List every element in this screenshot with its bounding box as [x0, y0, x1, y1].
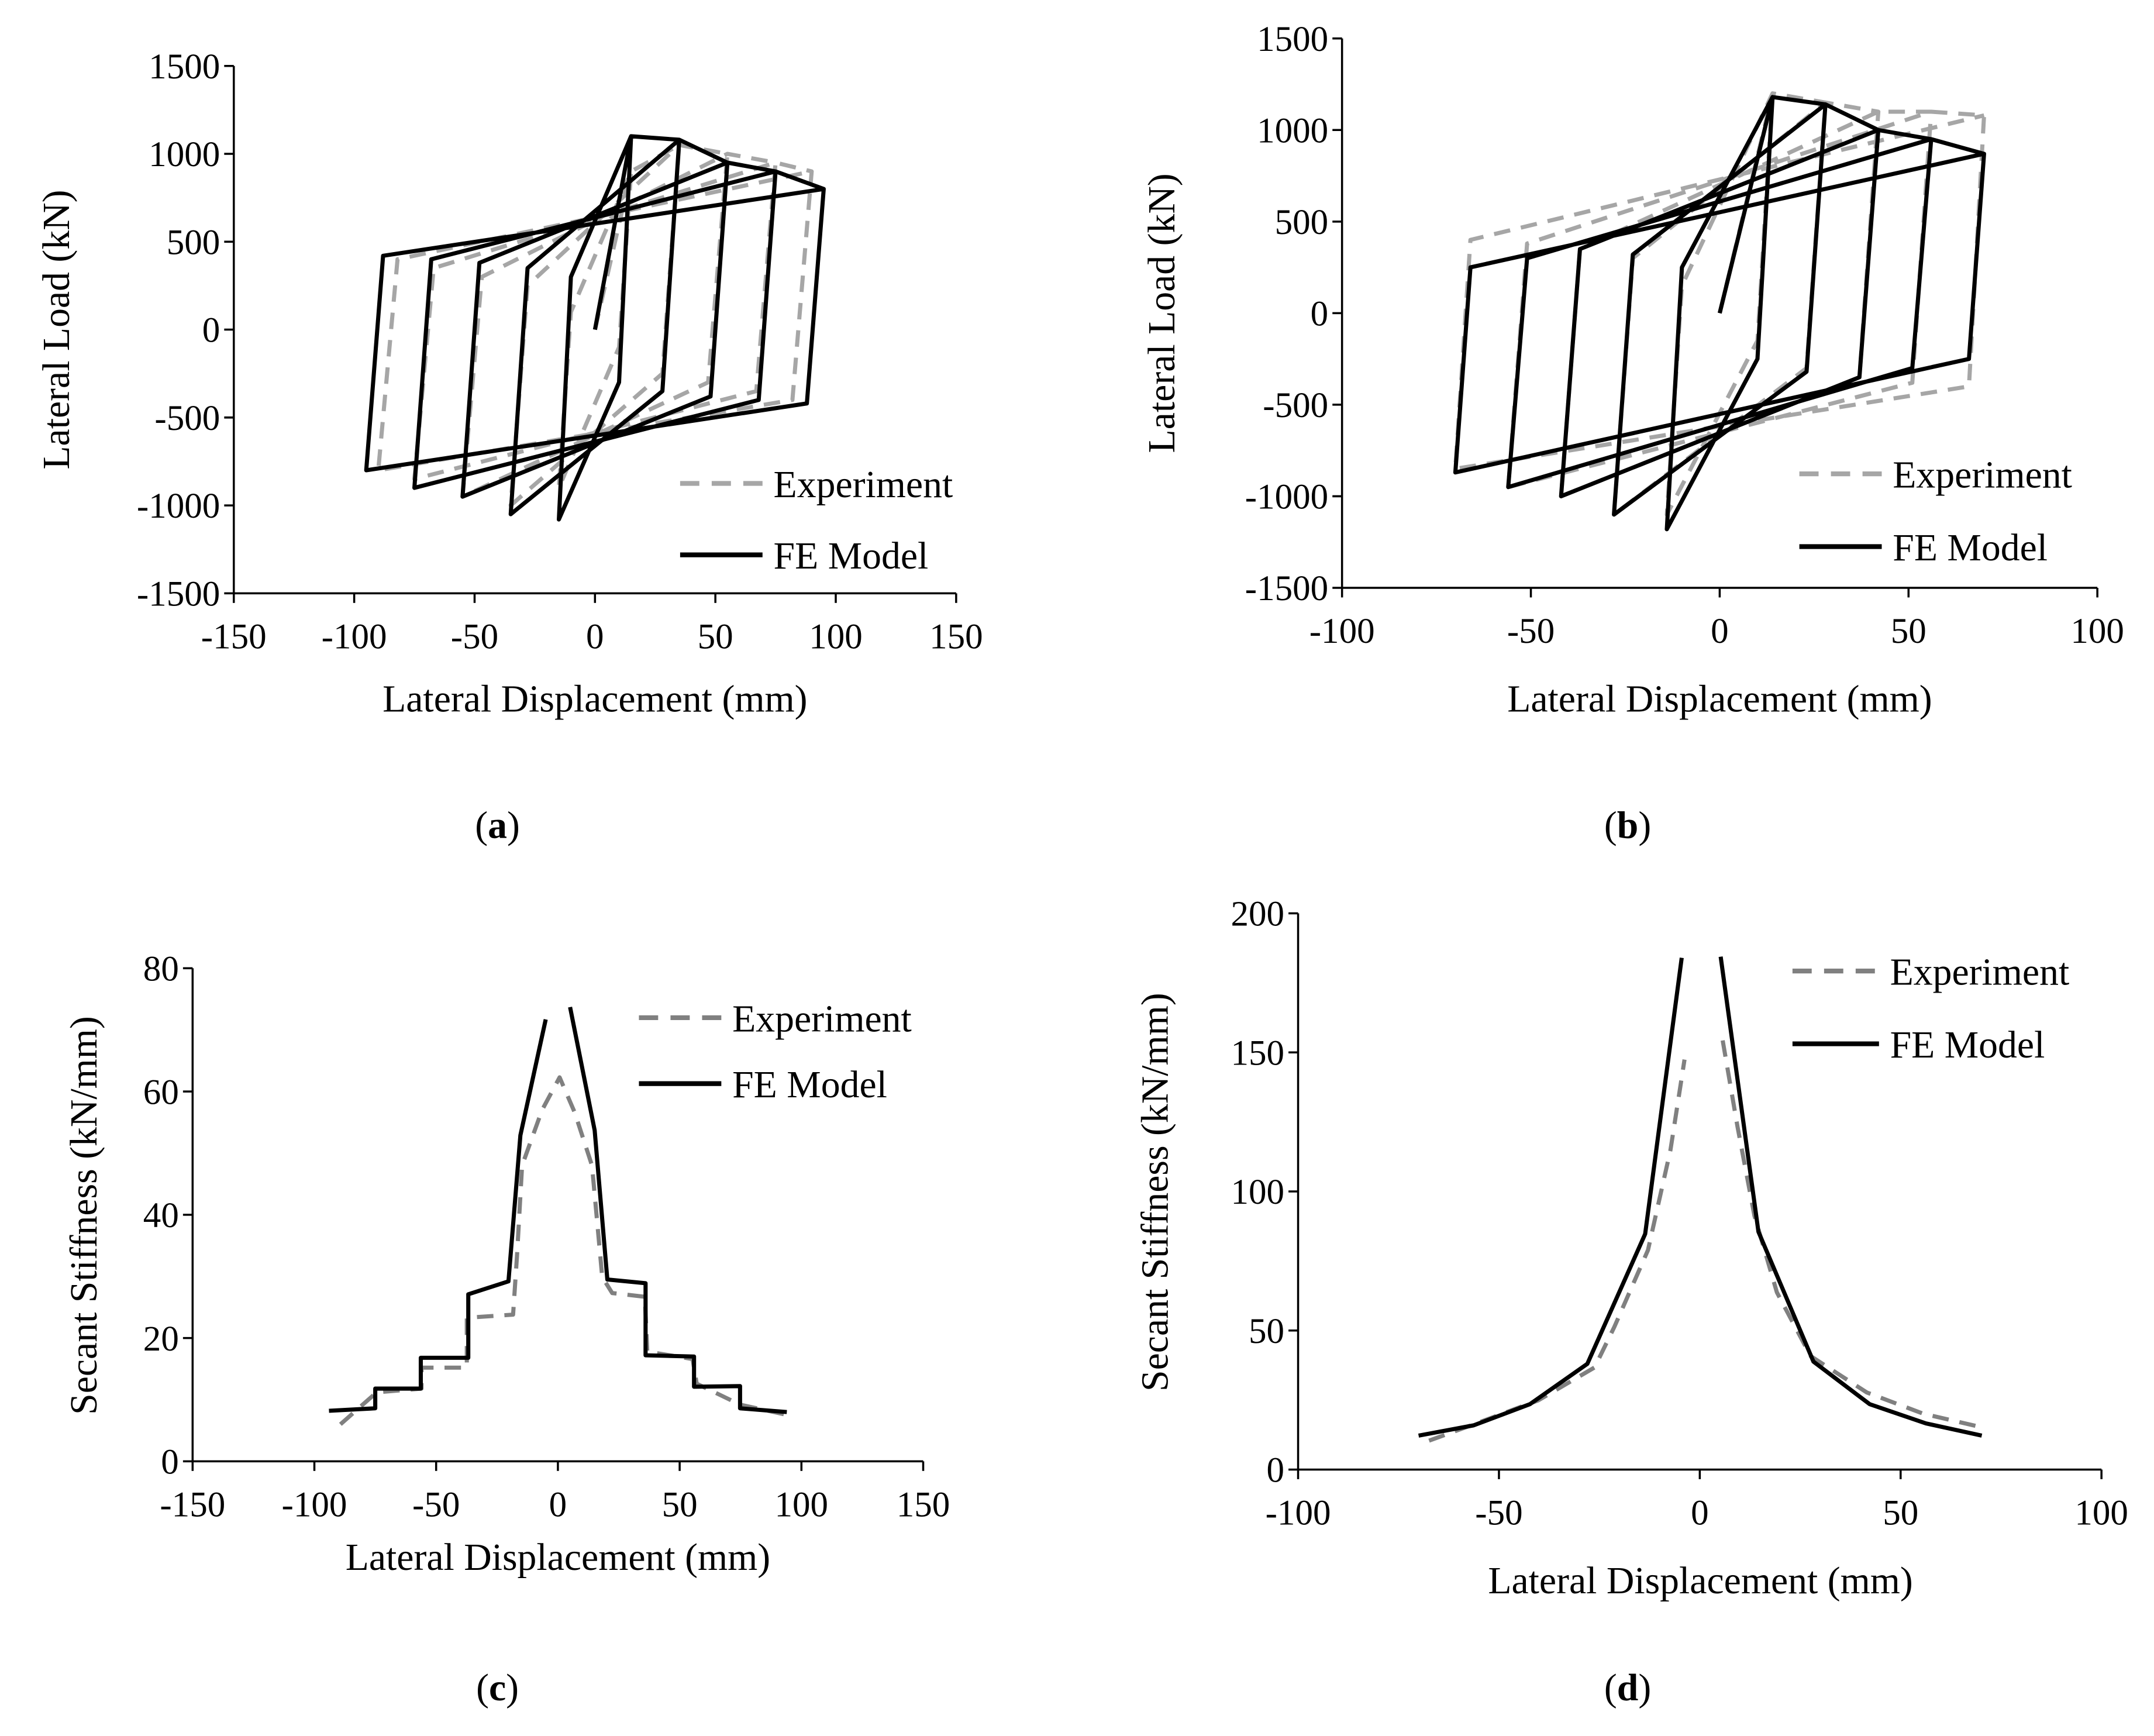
- series-line-experiment: [339, 1075, 788, 1426]
- x-tick-label: 0: [1691, 1493, 1709, 1532]
- series-line-experiment: [1721, 1040, 1983, 1430]
- y-tick-label: -500: [154, 399, 220, 438]
- x-axis-label: Lateral Displacement (mm): [346, 1536, 770, 1579]
- y-tick-label: 500: [1275, 203, 1329, 242]
- y-tick-label: 0: [202, 311, 220, 350]
- x-axis-label: Lateral Displacement (mm): [1507, 677, 1932, 720]
- panel-caption: (a): [475, 804, 520, 846]
- x-tick-label: -150: [160, 1485, 225, 1524]
- x-tick-label: 50: [662, 1485, 698, 1524]
- x-tick-label: 50: [1883, 1493, 1918, 1532]
- series-line-fe-model: [1453, 95, 1986, 532]
- y-tick-label: 500: [167, 223, 220, 262]
- y-tick-label: 0: [1311, 294, 1329, 333]
- y-tick-label: 1500: [149, 47, 220, 87]
- panel-letter: d: [1617, 1666, 1639, 1709]
- x-tick-label: -100: [1266, 1493, 1331, 1532]
- panel-caption: (c): [476, 1666, 519, 1709]
- x-tick-label: 50: [698, 617, 733, 656]
- series-line-fe-model: [568, 1007, 787, 1414]
- legend-label: Experiment: [1893, 454, 2072, 497]
- y-tick-label: 1500: [1257, 20, 1328, 59]
- legend-label: FE Model: [1893, 526, 2048, 569]
- legend-label: Experiment: [1890, 951, 2070, 994]
- y-tick-label: 150: [1231, 1034, 1284, 1073]
- x-tick-label: -100: [1309, 612, 1375, 651]
- x-tick-label: 100: [775, 1485, 829, 1524]
- x-tick-label: -50: [1475, 1493, 1522, 1532]
- panel-letter: a: [488, 804, 507, 846]
- x-tick-label: 100: [2070, 612, 2124, 651]
- legend-label: Experiment: [732, 997, 912, 1040]
- y-tick-label: 40: [143, 1196, 179, 1235]
- legend-label: Experiment: [774, 463, 953, 506]
- series-line-fe-model: [364, 134, 826, 522]
- y-axis-label: Secant Stiffness (kN/mm): [1133, 993, 1176, 1391]
- x-tick-label: 100: [2074, 1493, 2128, 1532]
- y-tick-label: 80: [143, 950, 179, 989]
- x-tick-label: 150: [929, 617, 983, 656]
- panel-letter: b: [1617, 804, 1639, 846]
- x-tick-label: 50: [1891, 612, 1926, 651]
- y-tick-label: 1000: [1257, 111, 1328, 150]
- panel-c: 0 20 40 60 80 -150 -100 -50 0 50 100 150 Lateral Dis…: [63, 950, 950, 1709]
- x-tick-label: 100: [809, 617, 863, 656]
- panel-d: 0 50 100 150 200 -100 -50 0 50 100 Lateral Displac…: [1133, 895, 2128, 1709]
- y-tick-label: -1000: [1245, 478, 1328, 517]
- legend-label: FE Model: [1890, 1024, 2045, 1066]
- series-line-fe-model: [329, 1019, 548, 1413]
- x-tick-label: -100: [282, 1485, 347, 1524]
- panel-caption: (d): [1604, 1666, 1651, 1709]
- x-tick-label: 0: [1711, 612, 1729, 651]
- y-tick-label: -500: [1263, 386, 1328, 425]
- panel-letter: c: [489, 1666, 506, 1709]
- x-tick-label: 0: [586, 617, 604, 656]
- x-tick-label: -150: [201, 617, 267, 656]
- y-tick-label: 200: [1231, 895, 1284, 934]
- legend-label: FE Model: [774, 535, 929, 577]
- y-tick-label: 20: [143, 1320, 179, 1359]
- x-tick-label: -50: [412, 1485, 460, 1524]
- x-tick-label: -50: [451, 617, 498, 656]
- y-tick-label: 0: [161, 1443, 179, 1482]
- y-tick-label: 50: [1249, 1312, 1284, 1351]
- panel-caption: (b): [1604, 804, 1651, 846]
- y-axis-label: Lateral Load (kN): [1140, 173, 1183, 453]
- x-axis-label: Lateral Displacement (mm): [1488, 1559, 1912, 1602]
- y-tick-label: -1500: [137, 575, 220, 614]
- y-tick-label: 60: [143, 1073, 179, 1112]
- y-tick-label: 100: [1231, 1173, 1284, 1212]
- y-axis-label: Lateral Load (kN): [35, 190, 78, 469]
- series-line-fe-model: [1418, 957, 1684, 1438]
- y-tick-label: 0: [1267, 1451, 1285, 1490]
- x-tick-label: -50: [1507, 612, 1555, 651]
- y-tick-label: 1000: [149, 135, 220, 174]
- y-tick-label: -1500: [1245, 569, 1328, 608]
- x-axis-label: Lateral Displacement (mm): [382, 677, 807, 720]
- y-tick-label: -1000: [137, 487, 220, 526]
- x-tick-label: -100: [322, 617, 387, 656]
- y-axis-label: Secant Stiffness (kN/mm): [63, 1016, 105, 1415]
- x-tick-label: 0: [549, 1485, 567, 1524]
- series-line-experiment: [376, 143, 814, 508]
- series-line-experiment: [1453, 91, 1986, 517]
- series-line-fe-model: [1718, 956, 1983, 1438]
- legend-label: FE Model: [732, 1063, 887, 1106]
- x-tick-label: 150: [897, 1485, 950, 1524]
